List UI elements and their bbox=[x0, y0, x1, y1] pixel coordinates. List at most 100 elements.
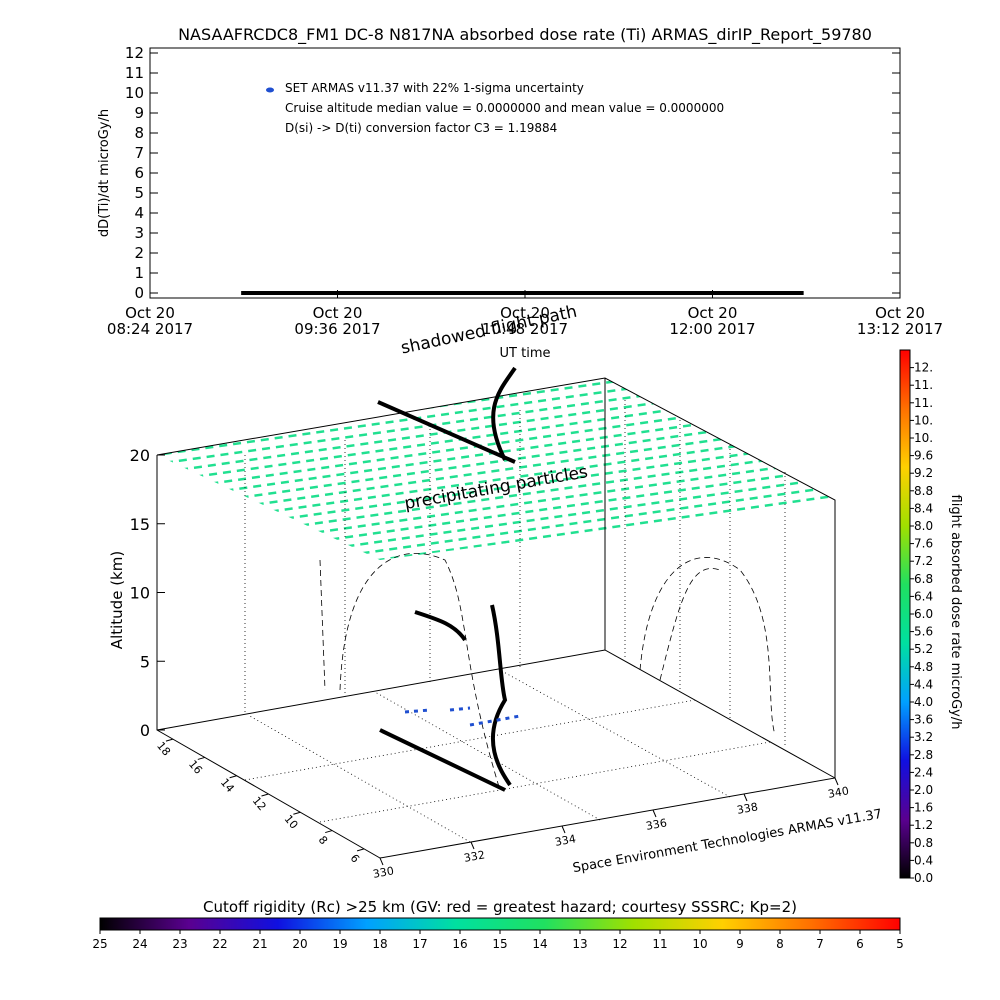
colorbar-tick-label: 0.8 bbox=[914, 836, 933, 850]
colorbar-tick-label: 11. bbox=[914, 378, 933, 392]
x-tick bbox=[652, 809, 657, 818]
colorbar-tick-label: 8 bbox=[776, 937, 784, 951]
y-tick-label: 8 bbox=[316, 833, 330, 847]
y-tick-label: 10 bbox=[125, 84, 144, 102]
y-tick-label: 1 bbox=[134, 264, 144, 282]
shadow-path bbox=[319, 553, 501, 791]
x-tick-label: 334 bbox=[554, 832, 577, 848]
grid-line bbox=[319, 741, 771, 823]
colorbar-tick-label: 2.0 bbox=[914, 783, 933, 797]
colorbar-tick-label: 5.2 bbox=[914, 642, 933, 656]
colorbar-tick-label: 15 bbox=[492, 937, 507, 951]
y-tick bbox=[293, 811, 301, 815]
y-tick bbox=[197, 756, 205, 760]
colorbar-tick-label: 16 bbox=[452, 937, 467, 951]
colorbar-tick-label: 6.0 bbox=[914, 607, 933, 621]
y-tick bbox=[165, 738, 174, 742]
particle-layer bbox=[157, 378, 835, 560]
colorbar-tick-label: 4.0 bbox=[914, 695, 933, 709]
colorbar bbox=[99, 917, 901, 931]
3d-frame bbox=[156, 366, 836, 859]
x-tick-label: Oct 20 bbox=[125, 304, 175, 322]
z-tick-label: 15 bbox=[130, 515, 150, 534]
x-tick-label: Oct 20 bbox=[313, 304, 363, 322]
colorbar-tick-label: 25 bbox=[92, 937, 107, 951]
annotation: Cruise altitude median value = 0.0000000… bbox=[285, 101, 724, 115]
colorbar-tick-label: 11 bbox=[652, 937, 667, 951]
y-tick-label: 3 bbox=[134, 224, 144, 242]
colorbar-tick-label: 13 bbox=[572, 937, 587, 951]
y-tick-label: 14 bbox=[218, 776, 237, 795]
colorbar-tick-label: 1.6 bbox=[914, 801, 933, 815]
y-tick-label: 12 bbox=[125, 44, 144, 62]
colorbar-tick-label: 22 bbox=[212, 937, 227, 951]
flight-path-dose bbox=[404, 706, 521, 727]
colorbar-tick-label: 2.8 bbox=[914, 748, 933, 762]
x-tick bbox=[561, 825, 566, 834]
colorbar-tick-label: 10. bbox=[914, 431, 933, 445]
colorbar bbox=[899, 349, 911, 879]
x-tick-label: 330 bbox=[372, 864, 395, 880]
colorbar-tick-label: 10 bbox=[692, 937, 707, 951]
colorbar-tick-label: 5 bbox=[896, 937, 904, 951]
colorbar-tick-label: 3.6 bbox=[914, 713, 933, 727]
colorbar-label: Cutoff rigidity (Rc) >25 km (GV: red = g… bbox=[203, 898, 797, 916]
x-tick-label: 13:12 2017 bbox=[857, 320, 943, 338]
x-tick bbox=[834, 777, 839, 786]
x-tick-label: 336 bbox=[645, 816, 668, 832]
colorbar-tick-label: 6 bbox=[856, 937, 864, 951]
legend-marker bbox=[266, 87, 274, 93]
y-tick-label: 10 bbox=[282, 812, 301, 831]
z-tick-label: 5 bbox=[140, 652, 150, 671]
shadow-path bbox=[639, 557, 776, 736]
x-tick-label: 08:24 2017 bbox=[107, 320, 193, 338]
y-tick bbox=[356, 848, 365, 852]
y-tick-label: 18 bbox=[154, 739, 173, 758]
z-tick-label: 0 bbox=[140, 721, 150, 740]
grid-line bbox=[247, 714, 471, 843]
y-tick bbox=[229, 775, 237, 779]
x-tick-label: 332 bbox=[463, 848, 486, 864]
z-axis-label: Altitude (km) bbox=[108, 551, 126, 649]
colorbar-tick-label: 24 bbox=[132, 937, 147, 951]
x-tick bbox=[470, 841, 475, 850]
y-tick-label: 5 bbox=[134, 184, 144, 202]
colorbar-tick-label: 18 bbox=[372, 937, 387, 951]
colorbar-tick-label: 4.8 bbox=[914, 660, 933, 674]
colorbar-tick-label: 19 bbox=[332, 937, 347, 951]
annotation: D(si) -> D(ti) conversion factor C3 = 1.… bbox=[285, 121, 557, 135]
colorbar-tick-label: 11. bbox=[914, 396, 933, 410]
colorbar-tick-label: 14 bbox=[532, 937, 547, 951]
colorbar-tick-label: 1.2 bbox=[914, 818, 933, 832]
colorbar-tick-label: 9 bbox=[736, 937, 744, 951]
colorbar-tick-label: 7.6 bbox=[914, 537, 933, 551]
x-tick-label: Oct 20 bbox=[688, 304, 738, 322]
x-tick-label: Oct 20 bbox=[500, 304, 550, 322]
colorbar-tick-label: 2.4 bbox=[914, 765, 933, 779]
colorbar-tick-label: 7.2 bbox=[914, 554, 933, 568]
x-tick bbox=[743, 793, 748, 802]
y-tick-label: 6 bbox=[348, 852, 362, 866]
x-tick-label: 12:00 2017 bbox=[669, 320, 755, 338]
y-tick-label: 9 bbox=[134, 104, 144, 122]
colorbar-tick-label: 20 bbox=[292, 937, 307, 951]
colorbar-tick-label: 0.0 bbox=[914, 871, 933, 885]
colorbar-tick-label: 9.6 bbox=[914, 449, 933, 463]
flight-path bbox=[377, 366, 517, 792]
colorbar-tick-label: 0.4 bbox=[914, 853, 933, 867]
box-edge bbox=[156, 649, 836, 779]
grid-line bbox=[244, 699, 696, 781]
colorbar-tick-label: 6.4 bbox=[914, 589, 933, 603]
y-axis-label: dD(Ti)/dt microGy/h bbox=[97, 109, 112, 237]
y-tick-label: 2 bbox=[134, 244, 144, 262]
x-tick-label: Oct 20 bbox=[875, 304, 925, 322]
y-tick-label: 6 bbox=[134, 164, 144, 182]
colorbar-tick-label: 10. bbox=[914, 413, 933, 427]
colorbar-label: flight absorbed dose rate microGy/h bbox=[948, 495, 963, 730]
credit: Space Environment Technologies ARMAS v11… bbox=[572, 807, 884, 876]
x-tick-label: 340 bbox=[827, 784, 850, 800]
colorbar-tick-label: 8.0 bbox=[914, 519, 933, 533]
z-tick-label: 10 bbox=[130, 584, 150, 603]
colorbar-tick-label: 6.8 bbox=[914, 572, 933, 586]
